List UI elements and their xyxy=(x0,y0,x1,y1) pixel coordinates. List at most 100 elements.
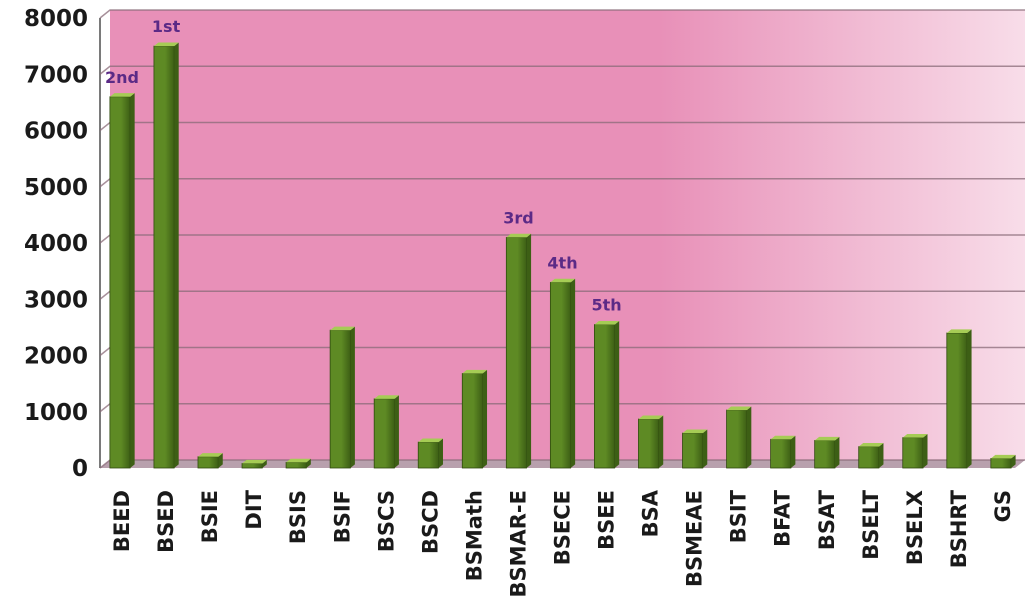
rank-label-3rd: 3rd xyxy=(503,208,533,227)
bar-front-bsis xyxy=(285,461,307,469)
rank-label-2nd: 2nd xyxy=(105,68,139,87)
x-tick-label-bsee: BSEE xyxy=(595,490,619,550)
bar-top-bsmeae xyxy=(682,429,708,434)
bar-front-bselx xyxy=(902,437,924,469)
bar-front-bselt xyxy=(858,446,880,469)
bar-front-bsa xyxy=(638,418,660,469)
x-axis-category-labels: BEED BSED BSIE DIT BSIS BSIF BSCS BSCD BSMath BSM… xyxy=(110,489,1015,597)
bar-front-beed xyxy=(109,96,131,469)
x-tick-label-bselx: BSELX xyxy=(903,490,927,565)
bar-top-dit xyxy=(242,459,267,464)
bar-bscs xyxy=(373,395,399,469)
bar-top-beed xyxy=(109,93,135,97)
bar-front-bsmeae xyxy=(682,432,704,469)
x-tick-label-bsie: BSIE xyxy=(198,490,222,543)
bar-top-bsmath xyxy=(462,369,488,374)
bar-bsa xyxy=(638,415,664,469)
gridline-8000 xyxy=(99,9,1025,19)
bar-side-bsa xyxy=(658,415,664,468)
rank-label-4th: 4th xyxy=(547,253,577,272)
bar-bsmar-e xyxy=(505,233,532,469)
bar-top-bsee xyxy=(594,320,620,325)
bar-bsis xyxy=(285,458,311,469)
y-tick-label-8000: 8000 xyxy=(24,6,88,32)
bar-front-bsie xyxy=(197,456,219,469)
bar-side-dit xyxy=(262,459,267,468)
bar-front-bshrt xyxy=(946,332,968,469)
y-tick-label-4000: 4000 xyxy=(24,231,88,257)
bar-top-bsie xyxy=(197,453,223,457)
bar-top-gs xyxy=(990,454,1016,459)
x-tick-label-bsis: BSIS xyxy=(286,490,310,544)
x-tick-label-dit: DIT xyxy=(242,489,266,529)
bar-bshrt xyxy=(946,329,972,469)
bar-bscd xyxy=(417,438,443,469)
bar-top-bshrt xyxy=(946,329,972,333)
y-tick-label-7000: 7000 xyxy=(24,62,88,88)
bars xyxy=(109,42,1016,469)
bar-gs xyxy=(990,454,1016,469)
bar-bsmeae xyxy=(682,429,708,469)
bar-top-bsed xyxy=(153,42,179,47)
bar-bsee xyxy=(594,320,620,469)
x-tick-label-bsed: BSED xyxy=(154,490,178,553)
x-tick-label-bshrt: BSHRT xyxy=(947,489,971,568)
y-tick-label-2000: 2000 xyxy=(24,344,88,370)
bar-front-gs xyxy=(990,458,1012,469)
y-tick-label-1000: 1000 xyxy=(24,400,88,426)
bar-side-bsie xyxy=(218,453,223,468)
bar-side-bsif xyxy=(350,326,355,468)
bar-front-bscd xyxy=(417,441,439,469)
bar-side-bfat xyxy=(790,435,796,468)
bar-side-bselt xyxy=(878,443,884,468)
x-tick-label-bsa: BSA xyxy=(639,489,663,537)
bar-front-dit xyxy=(241,463,263,469)
bar-front-bfat xyxy=(770,438,792,469)
bar-top-bsis xyxy=(286,458,311,463)
x-tick-label-bsat: BSAT xyxy=(815,489,839,550)
bar-front-bsmath xyxy=(461,373,483,469)
bar-bselt xyxy=(858,443,884,469)
y-tick-label-6000: 6000 xyxy=(24,119,88,145)
x-tick-label-bsif: BSIF xyxy=(330,490,354,543)
bar-bsmath xyxy=(461,369,488,469)
bar-side-bsmar-e xyxy=(526,233,532,468)
bar-top-bsif xyxy=(330,326,355,331)
rank-label-1st: 1st xyxy=(152,17,181,36)
bar-top-bsece xyxy=(550,278,576,283)
bar-bsif xyxy=(329,326,355,469)
bar-side-beed xyxy=(130,93,135,469)
bar-bsed xyxy=(153,42,179,469)
bar-bsie xyxy=(197,453,223,469)
bar-side-bshrt xyxy=(967,329,972,468)
y-tick-label-0: 0 xyxy=(72,456,88,482)
bar-front-bsmar-e xyxy=(505,236,527,469)
y-tick-label-3000: 3000 xyxy=(24,287,88,313)
bar-side-bsat xyxy=(834,436,840,468)
bar-top-bsat xyxy=(814,436,840,441)
rank-annotations: 1st 2nd 3rd 4th 5th xyxy=(105,17,622,314)
bar-front-bsat xyxy=(814,440,836,469)
bar-top-bscd xyxy=(418,438,443,443)
bar-top-bscs xyxy=(374,395,399,399)
x-tick-label-bfat: BFAT xyxy=(771,489,795,547)
bar-side-bsece xyxy=(570,278,576,468)
x-tick-label-bsmath: BSMath xyxy=(462,490,486,581)
y-axis-ticks: 0 1000 2000 3000 4000 5000 6000 7000 8000 xyxy=(24,6,88,482)
bar-top-bfat xyxy=(770,435,796,440)
bar-dit xyxy=(241,459,267,469)
bar-front-bsit xyxy=(726,409,748,469)
bar-bsit xyxy=(726,406,752,469)
rank-label-5th: 5th xyxy=(591,296,621,315)
bar-top-bselx xyxy=(902,434,928,438)
bar-top-bsit xyxy=(726,406,752,411)
bar-top-bselt xyxy=(858,443,884,447)
x-tick-label-gs: GS xyxy=(991,490,1015,522)
bar-top-bsa xyxy=(638,415,664,420)
bar-front-bsee xyxy=(594,324,616,469)
x-tick-label-bscd: BSCD xyxy=(418,490,442,554)
bar-side-bscs xyxy=(394,395,399,468)
x-tick-label-bsmar-e: BSMAR-E xyxy=(506,490,530,598)
